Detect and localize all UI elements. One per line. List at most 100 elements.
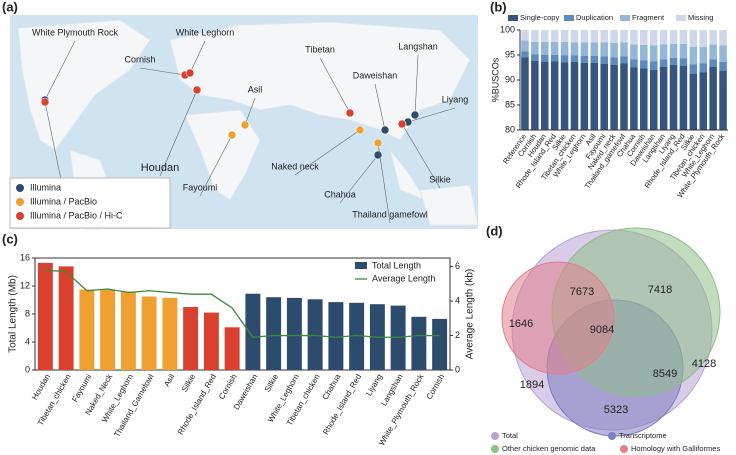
bar-segment [679,58,688,66]
bar [349,302,365,370]
bar-segment [590,30,599,43]
bar-segment [580,30,589,43]
bar-segment [531,42,539,55]
place-label: Houdan [141,162,180,174]
bar-segment [719,30,727,46]
bar-segment [649,45,658,62]
bar-segment [689,74,698,130]
place-label: Tibetan [305,44,335,54]
bar [183,307,199,370]
leader-line [407,107,456,123]
bar-segment [531,61,539,130]
legend-dot [608,432,616,440]
bar [328,302,344,370]
bar-segment [600,56,608,64]
y-tick-label: 8 [25,308,30,318]
y-tick-label: 85 [505,99,515,109]
map-legend-box [9,177,171,229]
y-tick-label: 90 [505,74,515,84]
bar-segment [580,63,589,130]
y-tick-label: 12 [20,280,30,290]
y-tick-label: 95 [505,49,515,59]
panel-label: (c) [2,231,18,246]
region-count: 1646 [509,318,533,330]
leader-line [244,97,256,126]
legend-dot [16,184,24,192]
leader-line [294,129,361,176]
bar-segment [580,56,589,63]
x-tick-label: Cornish [217,373,239,401]
bar [58,266,74,370]
bar [100,289,116,370]
leader-line [139,67,186,76]
bar [245,293,261,370]
bar-segment [689,30,698,47]
bar-segment [580,42,589,56]
bar [307,299,323,370]
legend-swatch [355,262,367,269]
bar-segment [531,54,539,61]
bar-segment [540,62,549,130]
place-label: Langshan [398,41,438,51]
bar-segment [669,58,678,65]
bar-segment [610,43,618,58]
region-count: 1894 [520,379,544,391]
legend-label: Homology with Galliformes [631,444,720,453]
legend-label: Missing [688,13,713,22]
bar-segment [699,30,708,47]
y2-tick-label: 2 [455,330,460,340]
x-tick-label: White_Plymouth_Rock [377,372,426,447]
y-tick-label: 16 [20,252,30,262]
y-axis-label: Total Length (Mb) [8,275,19,353]
bar-segment [550,42,559,55]
bar-segment [699,72,708,130]
legend-dot [16,212,24,220]
bar-segment [659,30,668,45]
region-count: 8549 [653,368,677,380]
y2-tick-label: 6 [455,261,460,271]
leader-line [401,123,441,189]
site-dot [410,110,420,120]
bar-segment [649,70,658,130]
bar-segment [630,30,638,45]
bar-segment [620,63,628,130]
bar-segment [620,30,628,43]
bar-segment [689,64,698,74]
leader-line [414,54,419,116]
bar-segment [590,42,599,56]
bar-segment [649,30,658,46]
legend-label: Single-copy [520,13,559,22]
legend-label: Total [502,431,518,440]
legend-label: Illumina / PacBio [30,196,97,206]
bar [286,297,302,370]
site-dot [397,119,407,129]
place-label: Liyang [442,94,469,104]
bar-segment [570,55,579,62]
region-count: 7673 [570,286,594,298]
region-count: 5323 [604,404,628,416]
bar-segment [640,30,648,45]
place-label: Asil [248,84,263,94]
bar-segment [560,30,569,42]
place-label: Fayoumi [183,182,218,192]
x-tick-label: Rhode_Island_Red [176,373,218,437]
bar-segment [590,63,599,130]
bar [224,327,240,370]
place-label: Silkie [429,174,451,184]
bar-segment [630,59,638,68]
legend-swatch [676,15,686,21]
y-axis-label: %BUSCOs [490,57,500,102]
x-tick-label: Rhode_Island_Red [321,373,363,437]
bar-segment [640,68,648,130]
site-dot [227,130,237,140]
y2-tick-label: 0 [455,364,460,374]
region-count: 4128 [692,358,716,370]
site-dot [380,125,390,135]
bar [141,296,157,370]
place-label: Cornish [124,54,155,64]
bar-segment [610,65,618,130]
site-dot [373,138,383,148]
bar-segment [669,65,678,130]
x-tick-label: Houdan [30,373,52,402]
bar [37,262,53,370]
